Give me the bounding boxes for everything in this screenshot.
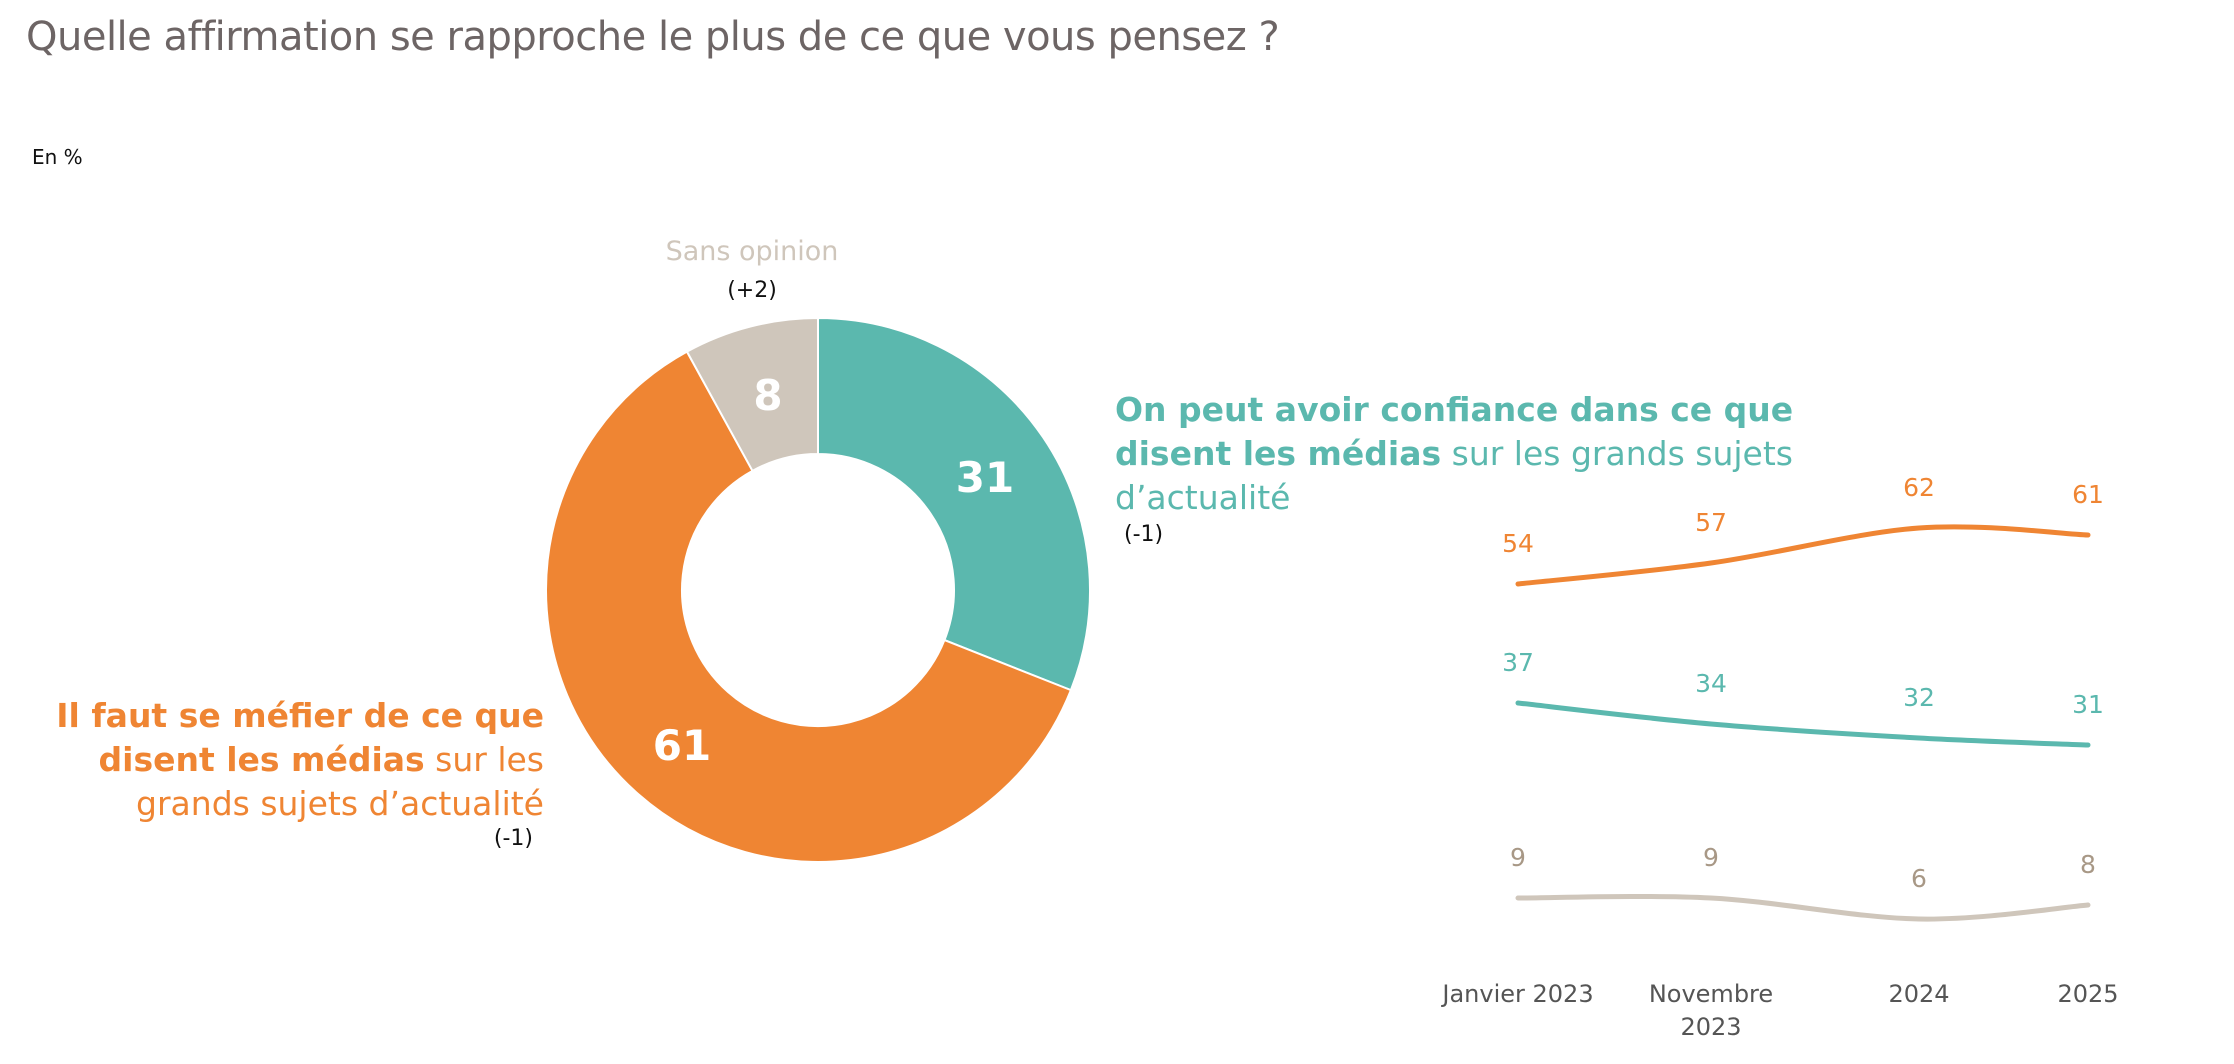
donut-slice bbox=[545, 350, 1073, 863]
data-label: 54 bbox=[1502, 529, 1534, 558]
x-tick-label: 2023 bbox=[1680, 1013, 1741, 1041]
data-label: 37 bbox=[1502, 648, 1534, 677]
x-tick-label: 2024 bbox=[1888, 980, 1949, 1008]
x-tick-label: Janvier 2023 bbox=[1440, 980, 1593, 1008]
donut-slice-label: 8 bbox=[753, 371, 782, 420]
donut-slice bbox=[817, 316, 1091, 692]
confiance-label: On peut avoir confiance dans ce que dise… bbox=[1115, 388, 1815, 520]
donut-slice-label: 31 bbox=[956, 453, 1014, 502]
data-label: 34 bbox=[1695, 669, 1727, 698]
data-label: 61 bbox=[2072, 480, 2104, 509]
series-line bbox=[1515, 700, 2091, 748]
confiance-label-bold: On peut avoir confiance dans ce que dise… bbox=[1115, 390, 1794, 473]
donut-chart: 31 61 8 bbox=[545, 316, 1091, 863]
data-label: 57 bbox=[1695, 508, 1727, 537]
mefier-label-rest: sur les grands sujets d’actualité bbox=[136, 740, 544, 823]
confiance-delta: (-1) bbox=[1124, 522, 1164, 547]
data-label: 9 bbox=[1510, 843, 1526, 872]
donut-slice bbox=[685, 316, 819, 473]
sans-opinion-label: Sans opinion bbox=[665, 236, 839, 267]
data-label: 32 bbox=[1903, 683, 1935, 712]
series-line bbox=[1515, 893, 2091, 922]
series-line bbox=[1515, 524, 2091, 587]
x-tick-label: 2025 bbox=[2057, 980, 2118, 1008]
data-label: 62 bbox=[1903, 473, 1935, 502]
mefier-label: Il faut se méfier de ce que disent les m… bbox=[44, 694, 544, 826]
unit-label: En % bbox=[32, 145, 83, 169]
x-tick-label: Novembre bbox=[1649, 980, 1773, 1008]
data-label: 9 bbox=[1703, 843, 1719, 872]
donut-slice-label: 61 bbox=[653, 721, 711, 770]
line-chart: 54 57 62 61 37 34 32 31 9 9 6 8 Janvier 2023 Novembre… bbox=[1440, 473, 2118, 1041]
mefier-delta: (-1) bbox=[493, 826, 533, 851]
chart-title: Quelle affirmation se rapproche le plus … bbox=[26, 14, 1280, 60]
data-label: 6 bbox=[1911, 864, 1927, 893]
sans-opinion-delta: (+2) bbox=[727, 278, 777, 303]
mefier-label-bold: Il faut se méfier de ce que disent les m… bbox=[56, 696, 544, 779]
data-label: 8 bbox=[2080, 850, 2096, 879]
data-label: 31 bbox=[2072, 690, 2104, 719]
confiance-label-rest: sur les grands sujets d’actualité bbox=[1115, 434, 1793, 517]
